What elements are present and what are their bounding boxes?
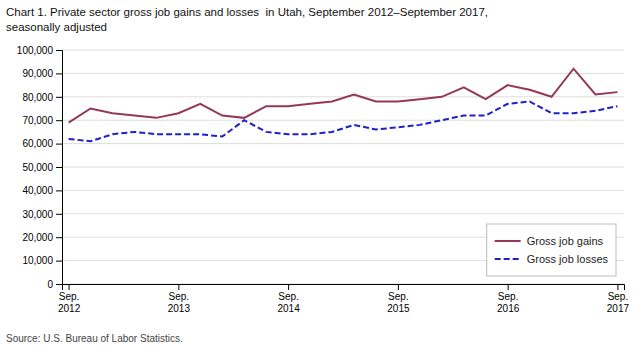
legend-label: Gross job gains	[527, 235, 604, 247]
y-tick-mark	[56, 97, 62, 98]
x-tick-label: Sep.2014	[277, 291, 300, 314]
x-tick: Sep.2013	[168, 284, 191, 314]
x-tick-label-line: Sep.	[388, 291, 409, 302]
y-tick: 80,000	[22, 92, 62, 103]
x-tick-label-line: Sep.	[498, 291, 519, 302]
grid-line	[62, 213, 624, 214]
x-tick-label-line: Sep.	[59, 291, 80, 302]
source: Source: U.S. Bureau of Labor Statistics.	[6, 333, 183, 344]
grid-line	[62, 143, 624, 144]
x-tick-mark	[617, 284, 618, 290]
x-axis-line	[63, 285, 625, 291]
x-tick: Sep.2016	[497, 284, 520, 314]
y-tick-mark	[56, 284, 62, 285]
series-line	[69, 69, 618, 123]
legend-swatch	[495, 240, 521, 242]
grid-line	[62, 167, 624, 168]
x-tick: Sep.2015	[387, 284, 410, 314]
x-tick-label-line: Sep.	[278, 291, 299, 302]
legend-label: Gross job losses	[527, 253, 609, 265]
x-tick: Sep.2017	[607, 284, 630, 314]
x-tick-label-line: 2015	[387, 303, 410, 314]
x-tick-mark	[288, 284, 289, 290]
y-tick-mark	[56, 120, 62, 121]
y-tick-label: 60,000	[22, 138, 53, 149]
y-tick: 0	[47, 279, 62, 290]
x-tick-mark	[398, 284, 399, 290]
y-tick-mark	[56, 167, 62, 168]
y-tick-label: 40,000	[22, 185, 53, 196]
y-tick: 90,000	[22, 68, 62, 79]
y-tick-label: 100,000	[17, 45, 54, 56]
y-tick-mark	[56, 73, 62, 74]
x-tick-mark	[69, 284, 70, 290]
y-tick-label: 30,000	[22, 209, 53, 220]
x-tick-label: Sep.2013	[168, 291, 191, 314]
x-axis: Sep.2012Sep.2013Sep.2014Sep.2015Sep.2016…	[58, 284, 630, 314]
x-tick-mark	[178, 284, 179, 290]
grid-line	[62, 50, 624, 51]
y-tick-label: 10,000	[22, 255, 53, 266]
x-tick-label: Sep.2012	[58, 291, 81, 314]
series-line	[69, 101, 618, 141]
y-tick-label: 50,000	[22, 162, 53, 173]
x-tick: Sep.2012	[58, 284, 81, 314]
y-tick-label: 20,000	[22, 232, 53, 243]
legend: Gross job gains Gross job losses	[487, 224, 616, 276]
x-tick-label-line: 2017	[607, 303, 630, 314]
y-tick-mark	[56, 50, 62, 51]
x-tick-label-line: Sep.	[169, 291, 190, 302]
y-tick: 50,000	[22, 162, 62, 173]
y-axis-line	[56, 51, 63, 285]
x-tick-label-line: 2016	[497, 303, 520, 314]
y-tick: 40,000	[22, 185, 62, 196]
grid	[62, 50, 624, 284]
y-tick-label: 90,000	[22, 68, 53, 79]
y-tick-mark	[56, 214, 62, 215]
y-tick-mark	[56, 237, 62, 238]
chart: Chart 1. Private sector gross job gains …	[0, 0, 640, 348]
x-tick-mark	[508, 284, 509, 290]
y-tick: 20,000	[22, 232, 62, 243]
x-tick-label: Sep.2015	[387, 291, 410, 314]
x-tick-label-line: 2014	[277, 303, 300, 314]
y-tick-mark	[56, 190, 62, 191]
y-tick-mark	[56, 261, 62, 262]
y-tick-label: 70,000	[22, 115, 53, 126]
x-tick-label: Sep.2016	[497, 291, 520, 314]
y-tick-label: 0	[47, 279, 53, 290]
grid-line	[62, 190, 624, 191]
y-tick: 60,000	[22, 138, 62, 149]
legend-frame	[487, 224, 616, 276]
y-tick-label: 80,000	[22, 92, 53, 103]
title: Chart 1. Private sector gross job gains …	[6, 6, 488, 18]
x-tick-label-line: 2013	[168, 303, 191, 314]
x-tick-label-line: Sep.	[608, 291, 629, 302]
x-tick: Sep.2014	[277, 284, 300, 314]
grid-line	[62, 73, 624, 74]
legend-swatch	[495, 258, 521, 260]
x-tick-label-line: 2012	[58, 303, 81, 314]
grid-line	[62, 120, 624, 121]
y-tick: 10,000	[22, 255, 62, 266]
y-axis: 0 10,000 20,000 30,000 40,000 50,000 60,000 70,…	[17, 45, 63, 290]
plot	[69, 69, 618, 142]
y-tick: 70,000	[22, 115, 62, 126]
y-tick-mark	[56, 144, 62, 145]
y-tick: 30,000	[22, 209, 62, 220]
y-tick: 100,000	[17, 45, 62, 56]
subtitle: seasonally adjusted	[6, 21, 107, 33]
x-tick-label: Sep.2017	[607, 291, 630, 314]
